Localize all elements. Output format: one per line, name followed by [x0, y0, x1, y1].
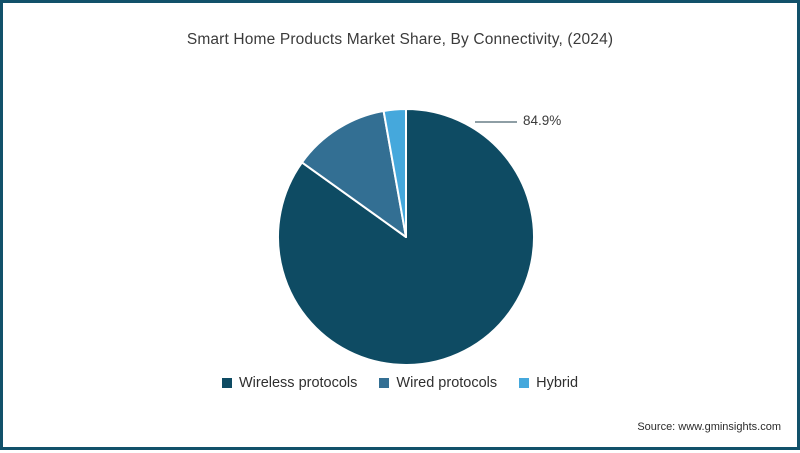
page-title: Smart Home Products Market Share, By Con… [186, 31, 614, 48]
legend-item-label: Wired protocols [396, 375, 498, 391]
pie-chart-svg [277, 108, 535, 366]
legend-item-label: Wireless protocols [238, 375, 358, 391]
legend-swatch-icon [221, 378, 232, 388]
legend-item-hybrid[interactable]: Hybrid [519, 375, 578, 391]
legend-item-label: Hybrid [536, 375, 579, 391]
legend-item-wired-protocols[interactable]: Wired protocols [379, 375, 497, 391]
data-label-wireless-protocols: 84.9% [523, 113, 562, 128]
pie-chart [3, 3, 800, 453]
pie-slice-group [277, 108, 535, 366]
legend-item-wireless-protocols[interactable]: Wireless protocols [221, 375, 358, 391]
legend-swatch-icon [379, 378, 390, 388]
source-attribution: Source: www.gminsights.com [637, 421, 781, 433]
chart-legend: Wireless protocols Wired protocols Hybri… [3, 375, 797, 391]
legend-swatch-icon [519, 378, 530, 388]
pie-slice[interactable] [300, 109, 407, 238]
pie-slice[interactable] [382, 108, 407, 238]
